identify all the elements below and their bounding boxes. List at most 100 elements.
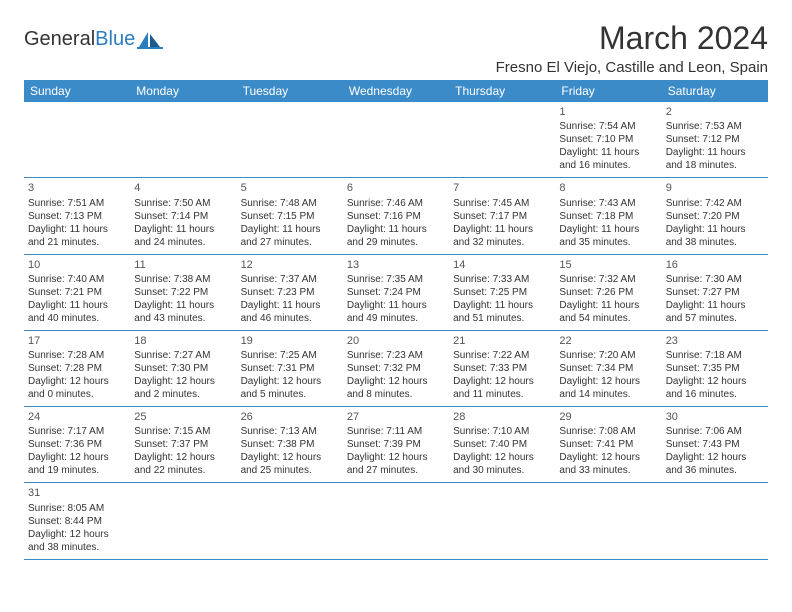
calendar-day-cell: 27Sunrise: 7:11 AMSunset: 7:39 PMDayligh… xyxy=(343,407,449,483)
sunrise-text: Sunrise: 7:38 AM xyxy=(134,273,232,286)
sunrise-text: Sunrise: 7:13 AM xyxy=(241,425,339,438)
daylight-text: Daylight: 11 hours and 43 minutes. xyxy=(134,299,232,325)
sunrise-text: Sunrise: 7:43 AM xyxy=(559,197,657,210)
calendar-week-row: 24Sunrise: 7:17 AMSunset: 7:36 PMDayligh… xyxy=(24,407,768,483)
daylight-text: Daylight: 11 hours and 21 minutes. xyxy=(28,223,126,249)
sunrise-text: Sunrise: 7:48 AM xyxy=(241,197,339,210)
calendar-day-cell: 5Sunrise: 7:48 AMSunset: 7:15 PMDaylight… xyxy=(237,178,343,254)
day-number: 30 xyxy=(666,410,764,424)
calendar-day-cell xyxy=(130,483,236,559)
sunset-text: Sunset: 7:28 PM xyxy=(28,362,126,375)
sunrise-text: Sunrise: 7:27 AM xyxy=(134,349,232,362)
sunset-text: Sunset: 7:37 PM xyxy=(134,438,232,451)
calendar-day-cell xyxy=(343,102,449,178)
calendar-week-row: 1Sunrise: 7:54 AMSunset: 7:10 PMDaylight… xyxy=(24,102,768,178)
calendar-day-cell: 16Sunrise: 7:30 AMSunset: 7:27 PMDayligh… xyxy=(662,254,768,330)
calendar-week-row: 3Sunrise: 7:51 AMSunset: 7:13 PMDaylight… xyxy=(24,178,768,254)
day-number: 15 xyxy=(559,258,657,272)
daylight-text: Daylight: 11 hours and 40 minutes. xyxy=(28,299,126,325)
daylight-text: Daylight: 11 hours and 38 minutes. xyxy=(666,223,764,249)
sunset-text: Sunset: 7:26 PM xyxy=(559,286,657,299)
calendar-day-cell: 24Sunrise: 7:17 AMSunset: 7:36 PMDayligh… xyxy=(24,407,130,483)
sunset-text: Sunset: 7:33 PM xyxy=(453,362,551,375)
daylight-text: Daylight: 12 hours and 22 minutes. xyxy=(134,451,232,477)
daylight-text: Daylight: 12 hours and 38 minutes. xyxy=(28,528,126,554)
daylight-text: Daylight: 11 hours and 18 minutes. xyxy=(666,146,764,172)
sunset-text: Sunset: 7:23 PM xyxy=(241,286,339,299)
calendar-day-cell: 13Sunrise: 7:35 AMSunset: 7:24 PMDayligh… xyxy=(343,254,449,330)
calendar-day-cell: 29Sunrise: 7:08 AMSunset: 7:41 PMDayligh… xyxy=(555,407,661,483)
day-number: 29 xyxy=(559,410,657,424)
calendar-day-cell xyxy=(449,102,555,178)
sunset-text: Sunset: 7:25 PM xyxy=(453,286,551,299)
day-number: 21 xyxy=(453,334,551,348)
day-number: 3 xyxy=(28,181,126,195)
sunrise-text: Sunrise: 7:30 AM xyxy=(666,273,764,286)
calendar-day-cell: 1Sunrise: 7:54 AMSunset: 7:10 PMDaylight… xyxy=(555,102,661,178)
day-number: 26 xyxy=(241,410,339,424)
sunset-text: Sunset: 8:44 PM xyxy=(28,515,126,528)
day-number: 22 xyxy=(559,334,657,348)
sunset-text: Sunset: 7:36 PM xyxy=(28,438,126,451)
calendar-day-cell: 9Sunrise: 7:42 AMSunset: 7:20 PMDaylight… xyxy=(662,178,768,254)
sunrise-text: Sunrise: 7:50 AM xyxy=(134,197,232,210)
daylight-text: Daylight: 12 hours and 8 minutes. xyxy=(347,375,445,401)
sunrise-text: Sunrise: 7:22 AM xyxy=(453,349,551,362)
calendar-day-cell: 12Sunrise: 7:37 AMSunset: 7:23 PMDayligh… xyxy=(237,254,343,330)
sunrise-text: Sunrise: 7:25 AM xyxy=(241,349,339,362)
day-number: 18 xyxy=(134,334,232,348)
calendar-day-cell: 18Sunrise: 7:27 AMSunset: 7:30 PMDayligh… xyxy=(130,330,236,406)
day-number: 28 xyxy=(453,410,551,424)
sunrise-text: Sunrise: 7:40 AM xyxy=(28,273,126,286)
calendar-day-cell xyxy=(130,102,236,178)
sunrise-text: Sunrise: 7:46 AM xyxy=(347,197,445,210)
sunset-text: Sunset: 7:14 PM xyxy=(134,210,232,223)
daylight-text: Daylight: 11 hours and 46 minutes. xyxy=(241,299,339,325)
sunrise-text: Sunrise: 7:11 AM xyxy=(347,425,445,438)
calendar-day-cell: 21Sunrise: 7:22 AMSunset: 7:33 PMDayligh… xyxy=(449,330,555,406)
calendar-week-row: 10Sunrise: 7:40 AMSunset: 7:21 PMDayligh… xyxy=(24,254,768,330)
day-number: 27 xyxy=(347,410,445,424)
daylight-text: Daylight: 12 hours and 19 minutes. xyxy=(28,451,126,477)
calendar-day-cell xyxy=(24,102,130,178)
daylight-text: Daylight: 11 hours and 24 minutes. xyxy=(134,223,232,249)
daylight-text: Daylight: 11 hours and 54 minutes. xyxy=(559,299,657,325)
day-number: 5 xyxy=(241,181,339,195)
weekday-header: Friday xyxy=(555,80,661,102)
weekday-header: Thursday xyxy=(449,80,555,102)
day-number: 17 xyxy=(28,334,126,348)
sunset-text: Sunset: 7:43 PM xyxy=(666,438,764,451)
daylight-text: Daylight: 11 hours and 49 minutes. xyxy=(347,299,445,325)
sunset-text: Sunset: 7:15 PM xyxy=(241,210,339,223)
sunrise-text: Sunrise: 7:51 AM xyxy=(28,197,126,210)
calendar-table: SundayMondayTuesdayWednesdayThursdayFrid… xyxy=(24,80,768,560)
sunrise-text: Sunrise: 7:32 AM xyxy=(559,273,657,286)
sunset-text: Sunset: 7:32 PM xyxy=(347,362,445,375)
sunrise-text: Sunrise: 7:42 AM xyxy=(666,197,764,210)
calendar-day-cell: 17Sunrise: 7:28 AMSunset: 7:28 PMDayligh… xyxy=(24,330,130,406)
weekday-header: Sunday xyxy=(24,80,130,102)
weekday-header-row: SundayMondayTuesdayWednesdayThursdayFrid… xyxy=(24,80,768,102)
daylight-text: Daylight: 12 hours and 5 minutes. xyxy=(241,375,339,401)
sunset-text: Sunset: 7:40 PM xyxy=(453,438,551,451)
sunset-text: Sunset: 7:34 PM xyxy=(559,362,657,375)
day-number: 24 xyxy=(28,410,126,424)
sunrise-text: Sunrise: 7:23 AM xyxy=(347,349,445,362)
logo-text-blue: Blue xyxy=(95,28,135,50)
day-number: 16 xyxy=(666,258,764,272)
calendar-day-cell xyxy=(662,483,768,559)
calendar-day-cell: 23Sunrise: 7:18 AMSunset: 7:35 PMDayligh… xyxy=(662,330,768,406)
day-number: 2 xyxy=(666,105,764,119)
sunrise-text: Sunrise: 7:17 AM xyxy=(28,425,126,438)
calendar-day-cell: 26Sunrise: 7:13 AMSunset: 7:38 PMDayligh… xyxy=(237,407,343,483)
day-number: 23 xyxy=(666,334,764,348)
sunset-text: Sunset: 7:20 PM xyxy=(666,210,764,223)
day-number: 31 xyxy=(28,486,126,500)
sunrise-text: Sunrise: 7:53 AM xyxy=(666,120,764,133)
calendar-day-cell xyxy=(343,483,449,559)
sunset-text: Sunset: 7:39 PM xyxy=(347,438,445,451)
daylight-text: Daylight: 12 hours and 30 minutes. xyxy=(453,451,551,477)
calendar-day-cell: 15Sunrise: 7:32 AMSunset: 7:26 PMDayligh… xyxy=(555,254,661,330)
daylight-text: Daylight: 12 hours and 33 minutes. xyxy=(559,451,657,477)
brand-logo: GeneralBlue xyxy=(24,28,163,51)
